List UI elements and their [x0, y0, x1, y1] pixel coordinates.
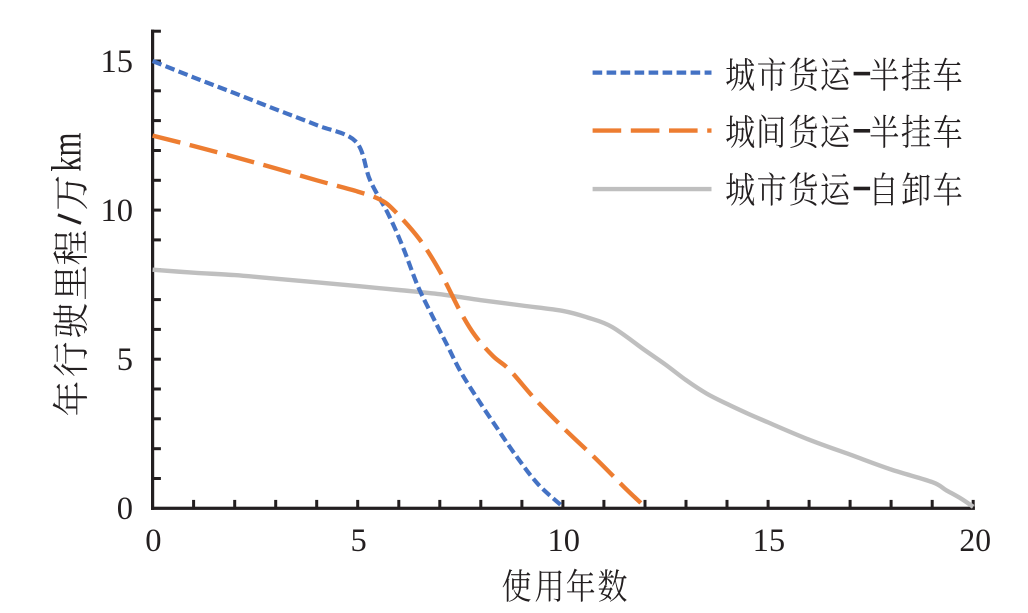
- svg-text:0: 0: [145, 523, 161, 559]
- svg-text:km: km: [43, 132, 90, 172]
- svg-text:20: 20: [959, 523, 991, 559]
- svg-text:10: 10: [101, 193, 134, 229]
- svg-text:10: 10: [547, 523, 580, 559]
- svg-text:0: 0: [117, 491, 133, 527]
- svg-text:5: 5: [350, 523, 366, 559]
- svg-text:15: 15: [753, 523, 786, 559]
- svg-text:5: 5: [117, 342, 133, 378]
- svg-text:15: 15: [101, 44, 134, 80]
